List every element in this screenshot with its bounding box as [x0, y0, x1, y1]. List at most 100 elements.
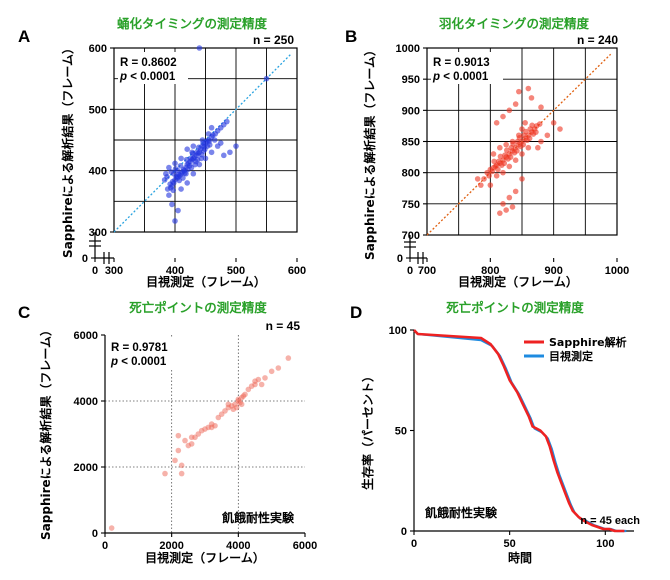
survival-curve-sapphire: [413, 329, 625, 533]
legend-label-visual: 目視測定: [549, 349, 593, 363]
scatter-point: [168, 169, 175, 175]
scatter-point: [544, 132, 551, 139]
scatter-point: [493, 172, 500, 179]
legend-label-sapphire: Sapphire解析: [549, 335, 627, 349]
scatter-point: [529, 122, 535, 129]
scatter-point: [506, 194, 513, 201]
panel-c-title: 死亡ポイントの測定精度: [128, 300, 267, 315]
scatter-point: [189, 150, 196, 157]
y-tick-label: 500: [89, 104, 107, 116]
scatter-point: [183, 156, 190, 163]
scatter-point: [178, 155, 184, 162]
scatter-point: [238, 401, 245, 408]
panel-c: C 死亡ポイントの測定精度 n = 45 R = 0.9781 p < 0.00…: [18, 300, 317, 565]
scatter-point: [533, 129, 539, 135]
scatter-point: [252, 381, 258, 388]
x-tick-label: 50: [504, 538, 516, 550]
scatter-point: [500, 169, 506, 176]
scatter-point: [169, 178, 176, 185]
x-tick-label: 900: [544, 265, 562, 277]
panel-a-y-label: Sapphireによる解析結果（フレーム）: [60, 42, 75, 258]
scatter-point: [211, 137, 218, 143]
panel-c-y-label: Sapphireによる解析結果（フレーム）: [38, 324, 53, 540]
scatter-point: [188, 155, 194, 162]
y-tick-label: 850: [402, 137, 420, 149]
scatter-point: [268, 368, 275, 375]
y-tick-label: 600: [89, 43, 107, 55]
scatter-point: [175, 432, 182, 439]
scatter-point: [202, 155, 209, 162]
x-tick-label: 800: [481, 265, 499, 277]
panel-b-ticks: 0 700 800 900 1000 0 700 750 800 850 900 950 1000: [396, 43, 630, 277]
panel-a-x-label: 目視測定（フレーム）: [146, 274, 266, 289]
panel-c-n-label: n = 45: [266, 319, 301, 333]
scatter-point: [180, 175, 186, 181]
panel-a: A 蛹化タイミングの測定精度 n = 250 R = 0.8602 p < 0.…: [18, 16, 306, 289]
scatter-point: [166, 192, 172, 198]
scatter-point: [478, 182, 484, 188]
scatter-point: [497, 144, 503, 151]
scatter-point: [550, 120, 557, 126]
panel-a-r-value: R = 0.8602: [120, 57, 177, 69]
scatter-point: [164, 174, 170, 180]
scatter-point: [188, 441, 195, 447]
scatter-point: [510, 141, 516, 147]
scatter-point: [509, 204, 516, 210]
scatter-point: [190, 143, 197, 149]
scatter-point: [227, 149, 233, 156]
scatter-point: [183, 170, 189, 177]
scatter-point: [172, 218, 178, 224]
y-tick-label: 800: [402, 168, 420, 180]
panel-b-r-value: R = 0.9013: [433, 57, 490, 69]
scatter-point: [192, 161, 198, 168]
panel-a-p-value: p < 0.0001: [119, 71, 176, 83]
panel-b-title: 羽化タイミングの測定精度: [439, 16, 590, 31]
scatter-point: [526, 135, 533, 142]
scatter-point: [497, 210, 503, 216]
scatter-point: [190, 170, 197, 177]
y-tick-label: 0: [401, 526, 407, 538]
scatter-point: [233, 143, 239, 149]
panel-d-ticks: 0 50 100 0 50 100: [389, 325, 615, 550]
x-tick-label: 0: [92, 265, 98, 277]
panel-b-stats-box: [431, 52, 503, 84]
y-tick-label: 0: [82, 253, 88, 265]
scatter-point: [497, 153, 504, 160]
scatter-point: [188, 164, 195, 171]
y-tick-label: 50: [395, 426, 407, 438]
scatter-point: [206, 142, 213, 148]
panel-b-points: [474, 85, 563, 216]
x-tick-label: 6000: [293, 540, 317, 552]
y-tick-label: 0: [397, 253, 403, 265]
panel-b-y-label: Sapphireによる解析結果（フレーム）: [362, 44, 377, 260]
scatter-point: [493, 120, 500, 126]
panel-d-y-label: 生存率（パーセント）: [360, 370, 375, 490]
scatter-point: [196, 161, 203, 168]
scatter-point: [507, 154, 514, 160]
x-tick-label: 700: [418, 265, 436, 277]
panel-c-ticks: 0 2000 4000 6000 0 2000 4000 6000: [74, 330, 318, 552]
panel-c-r-value: R = 0.9781: [111, 342, 168, 354]
scatter-point: [175, 447, 182, 454]
scatter-point: [538, 104, 544, 111]
scatter-point: [536, 121, 543, 127]
scatter-point: [188, 434, 195, 441]
scatter-point: [275, 365, 282, 371]
scatter-point: [512, 157, 519, 163]
scatter-point: [108, 525, 115, 531]
y-tick-label: 4000: [74, 396, 98, 408]
scatter-point: [486, 172, 492, 179]
scatter-point: [184, 180, 190, 186]
panel-c-letter: C: [18, 303, 30, 322]
scatter-point: [178, 470, 185, 477]
scatter-point: [217, 140, 224, 146]
scatter-point: [175, 207, 181, 214]
x-tick-label: 2000: [159, 540, 183, 552]
panel-d-curves: [413, 329, 627, 533]
x-tick-label: 300: [105, 265, 123, 277]
scatter-point: [557, 126, 563, 132]
scatter-point: [522, 120, 528, 126]
panel-b-p-value: p < 0.0001: [432, 71, 489, 83]
x-tick-label: 0: [102, 540, 108, 552]
